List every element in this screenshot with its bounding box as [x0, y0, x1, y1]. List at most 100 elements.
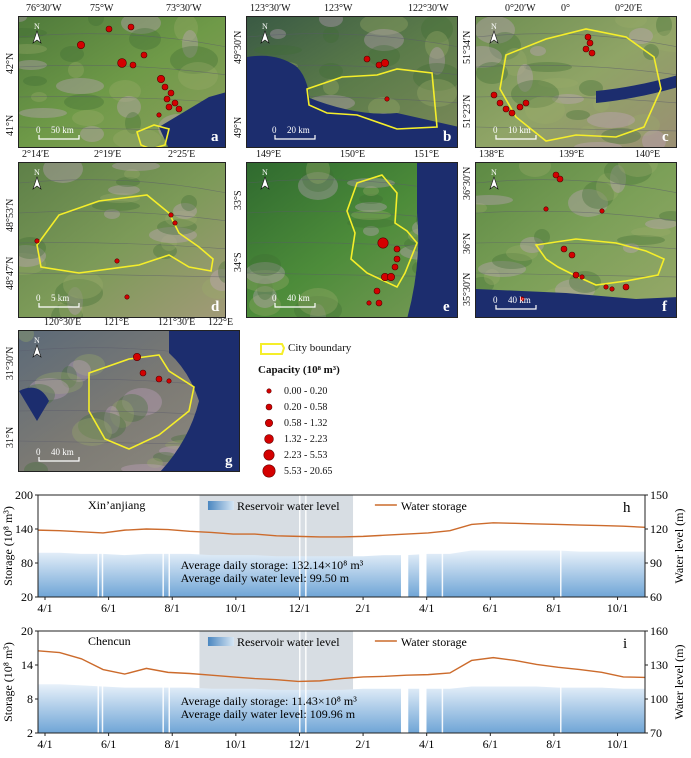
svg-text:N: N: [262, 168, 268, 177]
x-tick-label: 6/1: [483, 737, 498, 751]
map-lon-tick: 121°30′E: [158, 317, 196, 328]
reservoir-dot: [161, 83, 169, 91]
map-lon-tick: 139°E: [559, 149, 585, 160]
reservoir-dot: [133, 352, 142, 361]
map-panel-a: N 0 50 km a: [18, 16, 226, 148]
legend-class-label: 1.32 - 2.23: [284, 434, 328, 445]
x-tick-label: 6/1: [483, 601, 498, 615]
map-lat-tick: 48°47′N: [5, 256, 16, 290]
reservoir-dot: [168, 212, 174, 218]
data-gap: [305, 631, 307, 733]
legend-dot-1: [265, 403, 273, 411]
water-level-area: [38, 684, 645, 733]
x-tick-label: 8/1: [546, 601, 561, 615]
svg-text:0: 0: [493, 295, 498, 305]
data-gap: [305, 495, 307, 597]
data-gap: [97, 631, 99, 733]
data-gap: [162, 631, 164, 733]
north-arrow-icon: N: [32, 22, 42, 44]
reservoir-dot: [127, 23, 135, 31]
scale-bar-label: 5 km: [51, 293, 69, 303]
svg-text:0: 0: [36, 447, 41, 457]
map-lon-tick: 0°: [561, 3, 570, 14]
scale-bar-label: 40 km: [508, 295, 531, 305]
data-gap: [560, 495, 562, 597]
reservoir-dot: [393, 255, 401, 263]
y-tick-label: 200: [15, 488, 33, 502]
panel-label: e: [443, 299, 450, 315]
y-tick-label: 140: [15, 522, 33, 536]
reservoir-dot: [508, 109, 516, 117]
y-tick-label: 2: [27, 726, 33, 740]
y2-axis-label: Water level (m): [672, 645, 686, 720]
reservoir-dot: [366, 300, 372, 306]
svg-text:N: N: [491, 22, 497, 31]
y-tick-label: 20: [21, 624, 33, 638]
map-lon-tick: 0°20′E: [615, 3, 643, 14]
reservoir-dot: [584, 33, 592, 41]
reservoir-dot: [579, 274, 585, 280]
x-tick-label: 6/1: [101, 737, 116, 751]
svg-text:N: N: [34, 168, 40, 177]
map-lon-tick: 73°30′W: [166, 3, 202, 14]
svg-text:0: 0: [493, 125, 498, 135]
data-gap: [419, 686, 427, 758]
scale-bar-label: 10 km: [508, 125, 531, 135]
map-lat-tick: 36°N: [462, 232, 473, 254]
reservoir-dot: [568, 251, 576, 259]
reservoir-dot: [586, 39, 594, 47]
annotation-text: Average daily storage: 132.14×10⁸ m³: [181, 558, 364, 572]
x-tick-label: 2/1: [355, 601, 370, 615]
svg-text:N: N: [34, 336, 40, 345]
x-tick-label: 6/1: [101, 601, 116, 615]
reservoir-dot: [175, 105, 183, 113]
reservoir-dot: [599, 208, 605, 214]
reservoir-dot: [393, 245, 401, 253]
map-lat-tick: 31°N: [5, 426, 16, 448]
water-level-area: [38, 550, 645, 597]
x-tick-label: 2/1: [355, 737, 370, 751]
reservoir-dot: [163, 95, 171, 103]
svg-text:0: 0: [272, 293, 277, 303]
scale-bar-label: 40 km: [51, 447, 74, 457]
reservoir-dot: [129, 61, 137, 69]
x-tick-label: 4/1: [419, 601, 434, 615]
y2-tick-label: 160: [650, 624, 668, 638]
map-lon-tick: 140°E: [635, 149, 661, 160]
x-tick-label: 10/1: [607, 737, 628, 751]
y-axis-label: Storage (10⁸ m³): [1, 642, 15, 722]
map-lon-tick: 151°E: [414, 149, 440, 160]
panel-label: a: [211, 129, 219, 145]
data-gap: [162, 495, 164, 597]
map-lat-tick: 49°30′N: [233, 30, 244, 64]
reservoir-dot: [387, 273, 396, 282]
reservoir-dot: [377, 237, 389, 249]
map-lon-tick: 2°19′E: [94, 149, 122, 160]
y2-tick-label: 60: [650, 590, 662, 604]
map-lon-tick: 2°25′E: [168, 149, 196, 160]
map-lat-tick: 36°30′N: [462, 166, 473, 200]
reservoir-dot: [117, 58, 127, 68]
reservoir-dot: [516, 103, 524, 111]
panel-label: g: [225, 453, 233, 469]
boundary-swatch: [260, 343, 286, 355]
reservoir-dot: [609, 286, 615, 292]
reservoir-dot: [124, 294, 130, 300]
reservoir-dot: [166, 378, 172, 384]
svg-text:0: 0: [36, 125, 41, 135]
annotation-text: Average daily storage: 11.43×10⁸ m³: [181, 694, 358, 708]
scale-bar: 0 40 km: [36, 447, 80, 462]
map-lat-tick: 41°N: [5, 114, 16, 136]
x-tick-label: 8/1: [165, 601, 180, 615]
north-arrow-icon: N: [489, 22, 499, 44]
map-lon-tick: 150°E: [340, 149, 366, 160]
legend-dot-4: [263, 449, 275, 461]
panel-label: b: [443, 129, 451, 145]
reservoir-dot: [105, 25, 113, 33]
svg-text:N: N: [262, 22, 268, 31]
reservoir-dot: [171, 99, 179, 107]
legend-class-label: 0.58 - 1.32: [284, 418, 328, 429]
north-arrow-icon: N: [260, 22, 270, 44]
scale-bar: 0 40 km: [493, 295, 537, 310]
map-panel-e: N 0 40 km e: [246, 162, 458, 318]
